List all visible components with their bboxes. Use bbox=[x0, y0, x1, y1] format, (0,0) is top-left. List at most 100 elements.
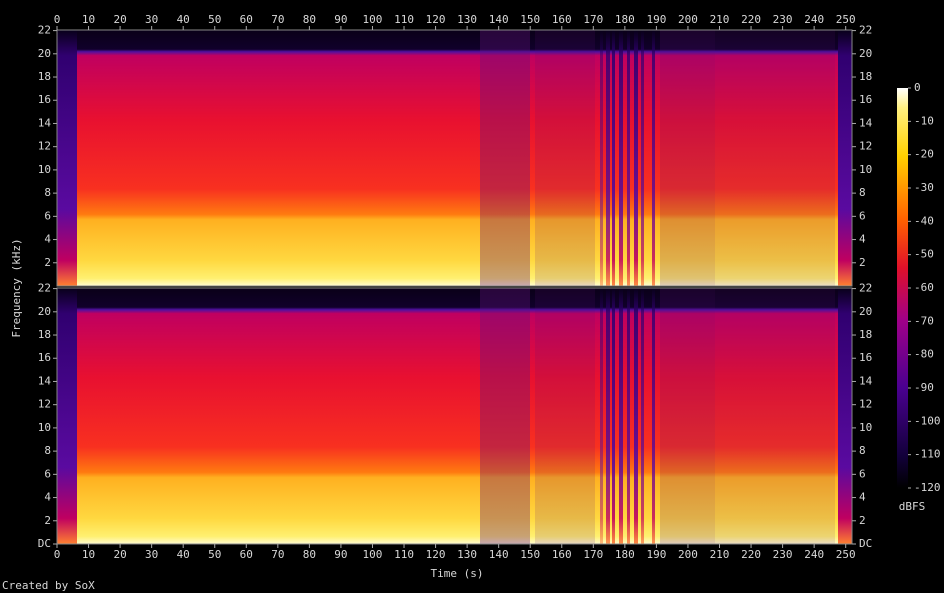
x-tick-label: 30 bbox=[145, 548, 158, 561]
x-tick-label-top: 250 bbox=[836, 13, 856, 26]
y-tick-label-right: 10 bbox=[859, 421, 872, 434]
y-tick-label-right: 22 bbox=[859, 24, 872, 37]
spectrogram-stripe bbox=[838, 30, 852, 286]
spectrogram-shade bbox=[535, 288, 595, 544]
colorbar-tick-label: -10 bbox=[914, 114, 934, 127]
x-tick-label: 130 bbox=[457, 548, 477, 561]
spectrogram-shade bbox=[480, 30, 530, 286]
spectrogram-stripe bbox=[634, 288, 638, 544]
colorbar-tick-label: -80 bbox=[914, 348, 934, 361]
spectrogram-stripe bbox=[606, 288, 610, 544]
x-tick-label: 190 bbox=[646, 548, 666, 561]
y-tick-label: 4 bbox=[44, 233, 51, 246]
x-tick-label-top: 60 bbox=[240, 13, 253, 26]
y-tick-label: 6 bbox=[44, 209, 51, 222]
spectrogram-stripe bbox=[634, 30, 638, 286]
x-tick-label: 220 bbox=[741, 548, 761, 561]
x-tick-label: 180 bbox=[615, 548, 635, 561]
spectrogram-shade bbox=[715, 30, 835, 286]
y-tick-label: 22 bbox=[38, 24, 51, 37]
spectrogram-stripe bbox=[619, 30, 623, 286]
x-tick-label: 250 bbox=[836, 548, 856, 561]
y-tick-label-right: 22 bbox=[859, 282, 872, 295]
y-tick-label-right: 4 bbox=[859, 491, 866, 504]
spectrogram-stripe bbox=[619, 288, 623, 544]
x-tick-label: 40 bbox=[177, 548, 190, 561]
plot-frame bbox=[56, 29, 853, 287]
x-tick-label-top: 0 bbox=[54, 13, 61, 26]
x-tick-label: 150 bbox=[520, 548, 540, 561]
spectrogram-shade bbox=[535, 30, 595, 286]
spectrogram-stripe bbox=[606, 30, 610, 286]
colorbar-label: dBFS bbox=[899, 500, 926, 513]
y-tick-label: 12 bbox=[38, 140, 51, 153]
y-tick-label: 16 bbox=[38, 93, 51, 106]
y-tick-label-right: 2 bbox=[859, 256, 866, 269]
x-tick-label: 230 bbox=[773, 548, 793, 561]
x-tick-label: 240 bbox=[804, 548, 824, 561]
x-tick-label: 140 bbox=[489, 548, 509, 561]
x-tick-label-top: 30 bbox=[145, 13, 158, 26]
y-axis-label: Frequency (kHz) bbox=[10, 238, 23, 337]
colorbar-tick-label: -120 bbox=[914, 481, 941, 494]
x-tick-label: 160 bbox=[552, 548, 572, 561]
y-tick-label-right: 14 bbox=[859, 374, 873, 387]
x-tick-label: 50 bbox=[208, 548, 221, 561]
x-tick-label: 120 bbox=[426, 548, 446, 561]
spectrogram-shade bbox=[660, 30, 715, 286]
spectrogram-stripe bbox=[627, 288, 630, 544]
y-tick-label-right: 2 bbox=[859, 514, 866, 527]
y-tick-label-right: 4 bbox=[859, 233, 866, 246]
y-tick-label: 20 bbox=[38, 47, 51, 60]
spectrogram-stripe bbox=[652, 30, 655, 286]
colorbar-tick-label: -90 bbox=[914, 381, 934, 394]
plot-frame bbox=[56, 287, 853, 545]
colorbar-tick-label: -100 bbox=[914, 414, 941, 427]
y-tick-label-right: DC bbox=[859, 537, 872, 550]
x-tick-label-top: 160 bbox=[552, 13, 572, 26]
x-tick-label-top: 10 bbox=[82, 13, 95, 26]
spectrogram-stripe bbox=[652, 288, 655, 544]
y-tick-label-right: 14 bbox=[859, 116, 873, 129]
colorbar-tick-label: -30 bbox=[914, 181, 934, 194]
spectrogram-stripe bbox=[641, 30, 644, 286]
x-tick-label-top: 190 bbox=[646, 13, 666, 26]
x-tick-label-top: 230 bbox=[773, 13, 793, 26]
spectrogram-stripe bbox=[57, 30, 77, 286]
x-tick-label: 0 bbox=[54, 548, 61, 561]
y-tick-label: 10 bbox=[38, 421, 51, 434]
y-tick-label-right: 12 bbox=[859, 398, 872, 411]
colorbar-tick-label: -50 bbox=[914, 248, 934, 261]
x-axis-label: Time (s) bbox=[431, 567, 484, 580]
spectrogram-stripe bbox=[627, 30, 630, 286]
x-tick-label: 60 bbox=[240, 548, 253, 561]
x-tick-label-top: 150 bbox=[520, 13, 540, 26]
x-tick-label-top: 110 bbox=[394, 13, 414, 26]
y-tick-label-right: 6 bbox=[859, 467, 866, 480]
y-tick-label-right: 18 bbox=[859, 70, 872, 83]
colorbar-tick-label: -40 bbox=[914, 214, 934, 227]
y-tick-label: 22 bbox=[38, 282, 51, 295]
y-tick-label: 8 bbox=[44, 444, 51, 457]
x-tick-label-top: 20 bbox=[113, 13, 126, 26]
plots bbox=[56, 29, 853, 545]
y-tick-label-right: 20 bbox=[859, 47, 872, 60]
x-tick-label: 80 bbox=[303, 548, 316, 561]
x-tick-label-top: 120 bbox=[426, 13, 446, 26]
x-tick-label-top: 90 bbox=[334, 13, 347, 26]
x-tick-label-top: 100 bbox=[363, 13, 383, 26]
colorbar-tick-label: -60 bbox=[914, 281, 934, 294]
y-tick-label: DC bbox=[38, 537, 51, 550]
colorbar-tick-label: -70 bbox=[914, 314, 934, 327]
x-tick-label-top: 80 bbox=[303, 13, 316, 26]
x-tick-label: 170 bbox=[583, 548, 603, 561]
spectrogram-stripe bbox=[600, 30, 603, 286]
spectrogram-stripe bbox=[838, 288, 852, 544]
y-tick-label: 6 bbox=[44, 467, 51, 480]
y-tick-label: 14 bbox=[38, 116, 52, 129]
y-tick-label: 2 bbox=[44, 256, 51, 269]
y-tick-label: 18 bbox=[38, 328, 51, 341]
x-tick-label-top: 180 bbox=[615, 13, 635, 26]
x-tick-label: 210 bbox=[710, 548, 730, 561]
x-tick-label-top: 50 bbox=[208, 13, 221, 26]
